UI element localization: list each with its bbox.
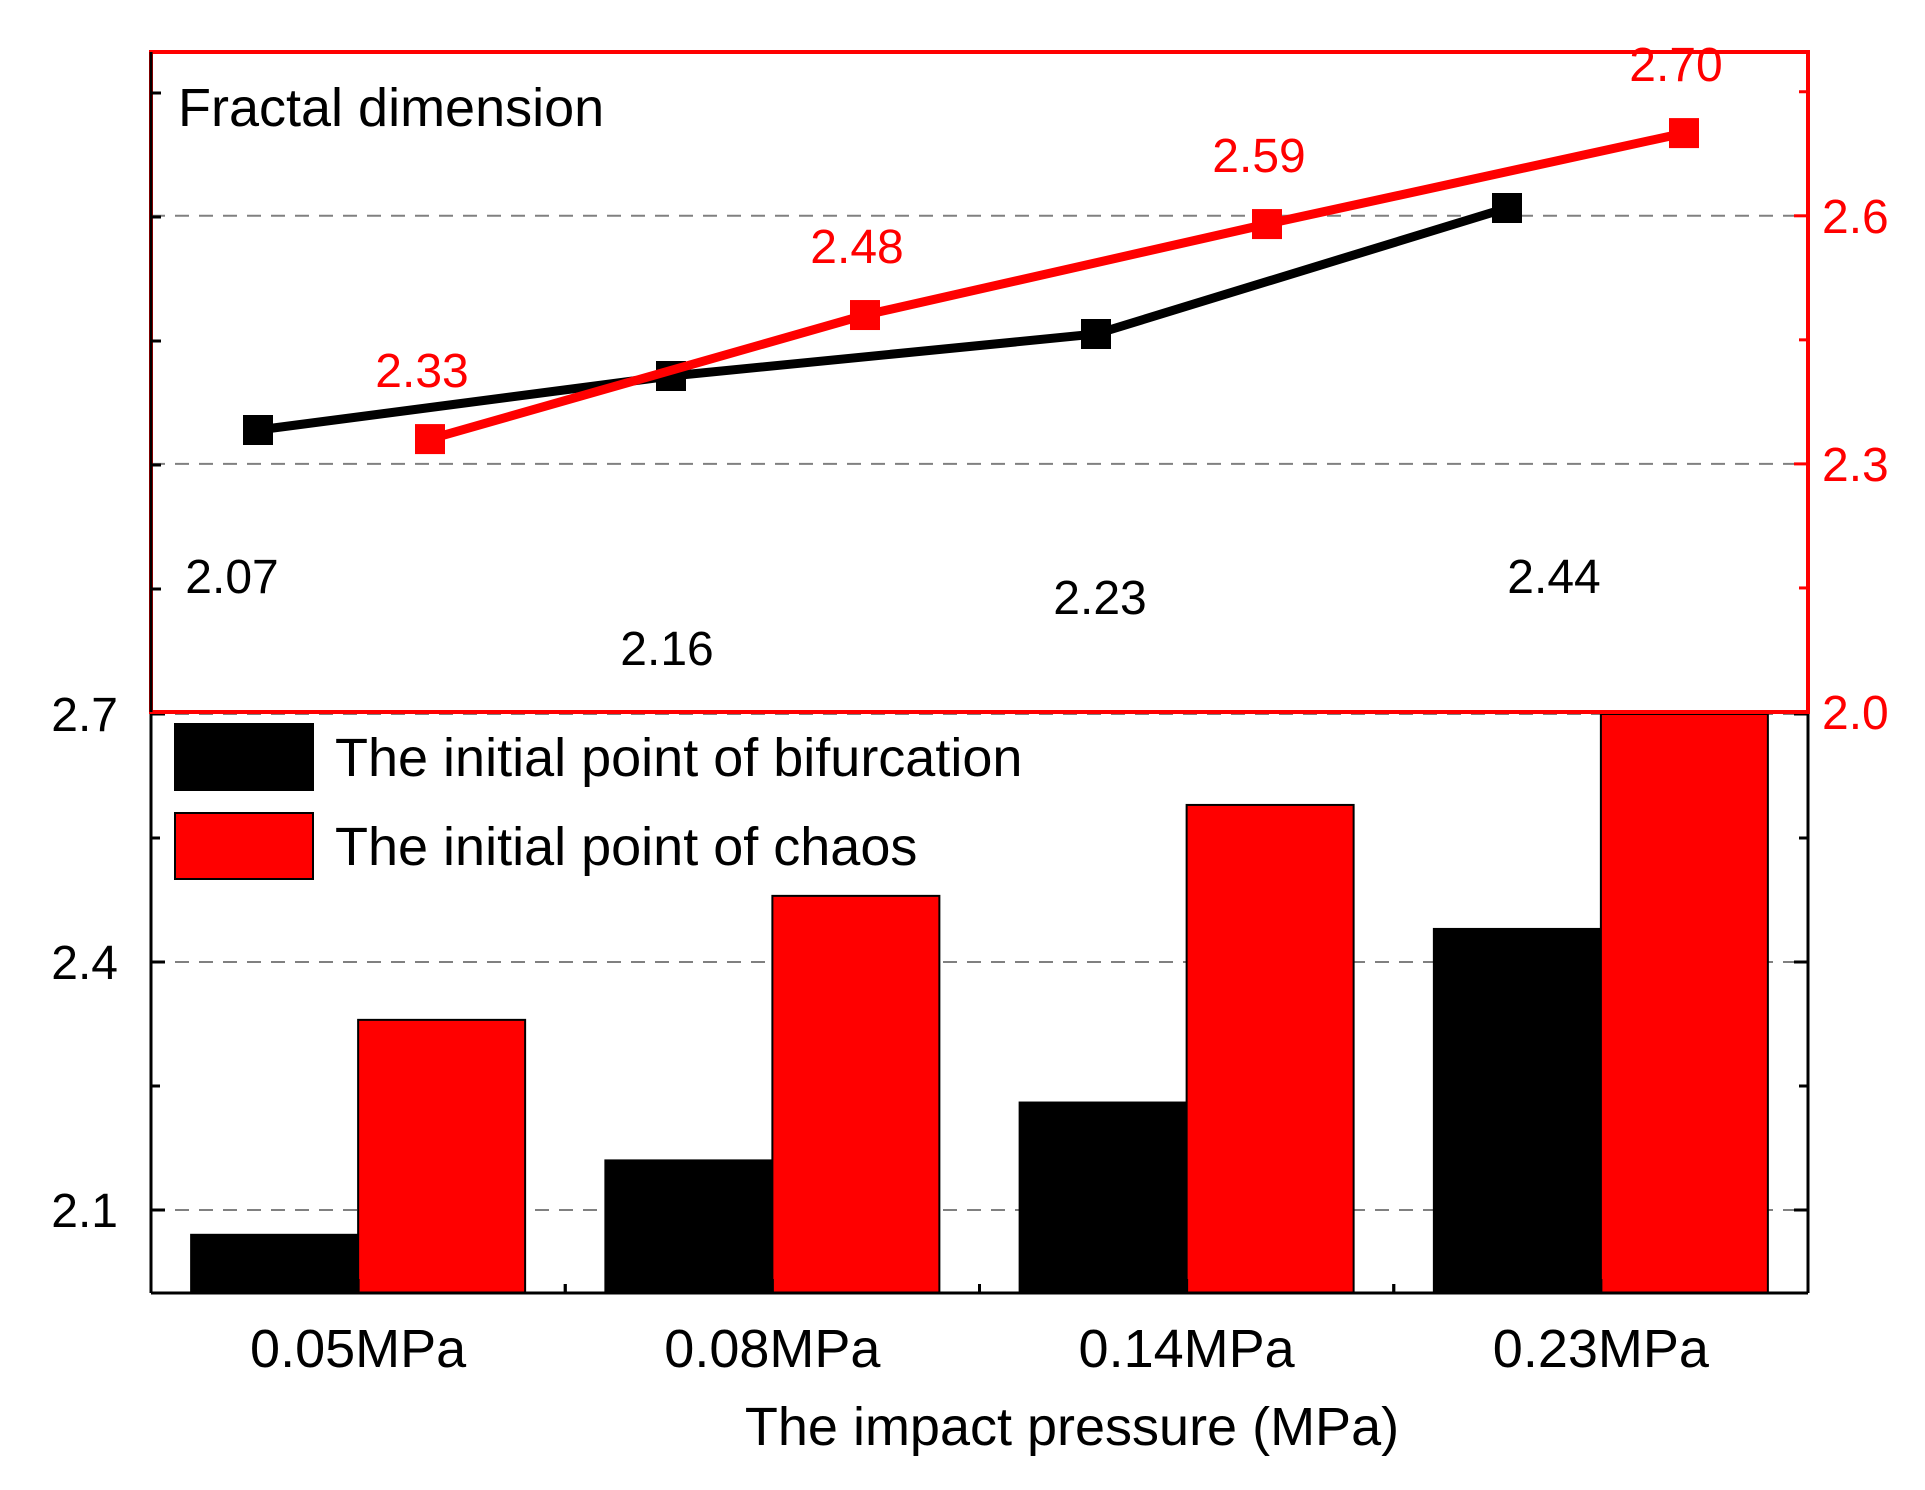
label-chaos-3: 2.70 xyxy=(1629,39,1722,92)
legend-label-bifurcation: The initial point of bifurcation xyxy=(335,728,1022,788)
inset-tick-labels: 2.0 2.3 2.6 xyxy=(1822,191,1889,740)
x-category-label-0.14MPa: 0.14MPa xyxy=(1079,1319,1296,1379)
legend-swatch-chaos xyxy=(175,813,313,879)
marker-chaos-3 xyxy=(1669,118,1699,148)
label-bifurcation-0: 2.07 xyxy=(185,551,278,604)
bar-bifurcation-0.08MPa xyxy=(605,1160,772,1293)
label-chaos-0: 2.33 xyxy=(375,345,468,398)
x-category-label-0.08MPa: 0.08MPa xyxy=(664,1319,881,1379)
main-tick-labels: 2.1 2.4 2.7 xyxy=(51,689,118,1238)
label-chaos-1: 2.48 xyxy=(810,221,903,274)
legend: The initial point of bifurcation The ini… xyxy=(175,724,1022,879)
main-y-tick-label-2.7: 2.7 xyxy=(51,689,118,742)
inset-title: Fractal dimension xyxy=(178,78,604,138)
x-category-label-0.05MPa: 0.05MPa xyxy=(250,1319,467,1379)
label-bifurcation-2: 2.23 xyxy=(1053,572,1146,625)
legend-swatch-bifurcation xyxy=(175,724,313,790)
label-chaos-2: 2.59 xyxy=(1212,130,1305,183)
marker-chaos-1 xyxy=(850,300,880,330)
label-bifurcation-3: 2.44 xyxy=(1507,551,1600,604)
bar-chaos-0.23MPa xyxy=(1601,714,1768,1293)
bar-chaos-0.08MPa xyxy=(772,896,939,1293)
bar-bifurcation-0.05MPa xyxy=(191,1235,358,1293)
inset-right-tick-label-2.3: 2.3 xyxy=(1822,439,1889,492)
bar-chaos-0.14MPa xyxy=(1187,805,1354,1293)
marker-chaos-2 xyxy=(1252,209,1282,239)
x-category-label-0.23MPa: 0.23MPa xyxy=(1493,1319,1710,1379)
main-y-tick-label-2.4: 2.4 xyxy=(51,937,118,990)
bar-bifurcation-0.23MPa xyxy=(1434,929,1601,1293)
inset-right-tick-label-2.6: 2.6 xyxy=(1822,191,1889,244)
inset-line-chart: 2.0 2.3 2.6 Fractal dimension 2.07 2.16 2.23… xyxy=(151,39,1889,740)
main-bars xyxy=(191,714,1768,1293)
inset-right-tick-label-2.0: 2.0 xyxy=(1822,687,1889,740)
x-axis-title: The impact pressure (MPa) xyxy=(745,1397,1399,1457)
bar-chaos-0.05MPa xyxy=(358,1020,525,1293)
bar-bifurcation-0.14MPa xyxy=(1020,1103,1187,1293)
marker-bifurcation-2 xyxy=(1081,319,1111,349)
marker-bifurcation-0 xyxy=(243,415,273,445)
marker-chaos-0 xyxy=(415,424,445,454)
main-y-tick-label-2.1: 2.1 xyxy=(51,1185,118,1238)
label-bifurcation-1: 2.16 xyxy=(620,623,713,676)
marker-bifurcation-3 xyxy=(1492,193,1522,223)
x-category-labels: 0.05MPa 0.08MPa 0.14MPa 0.23MPa xyxy=(250,1319,1710,1379)
legend-label-chaos: The initial point of chaos xyxy=(335,817,917,877)
